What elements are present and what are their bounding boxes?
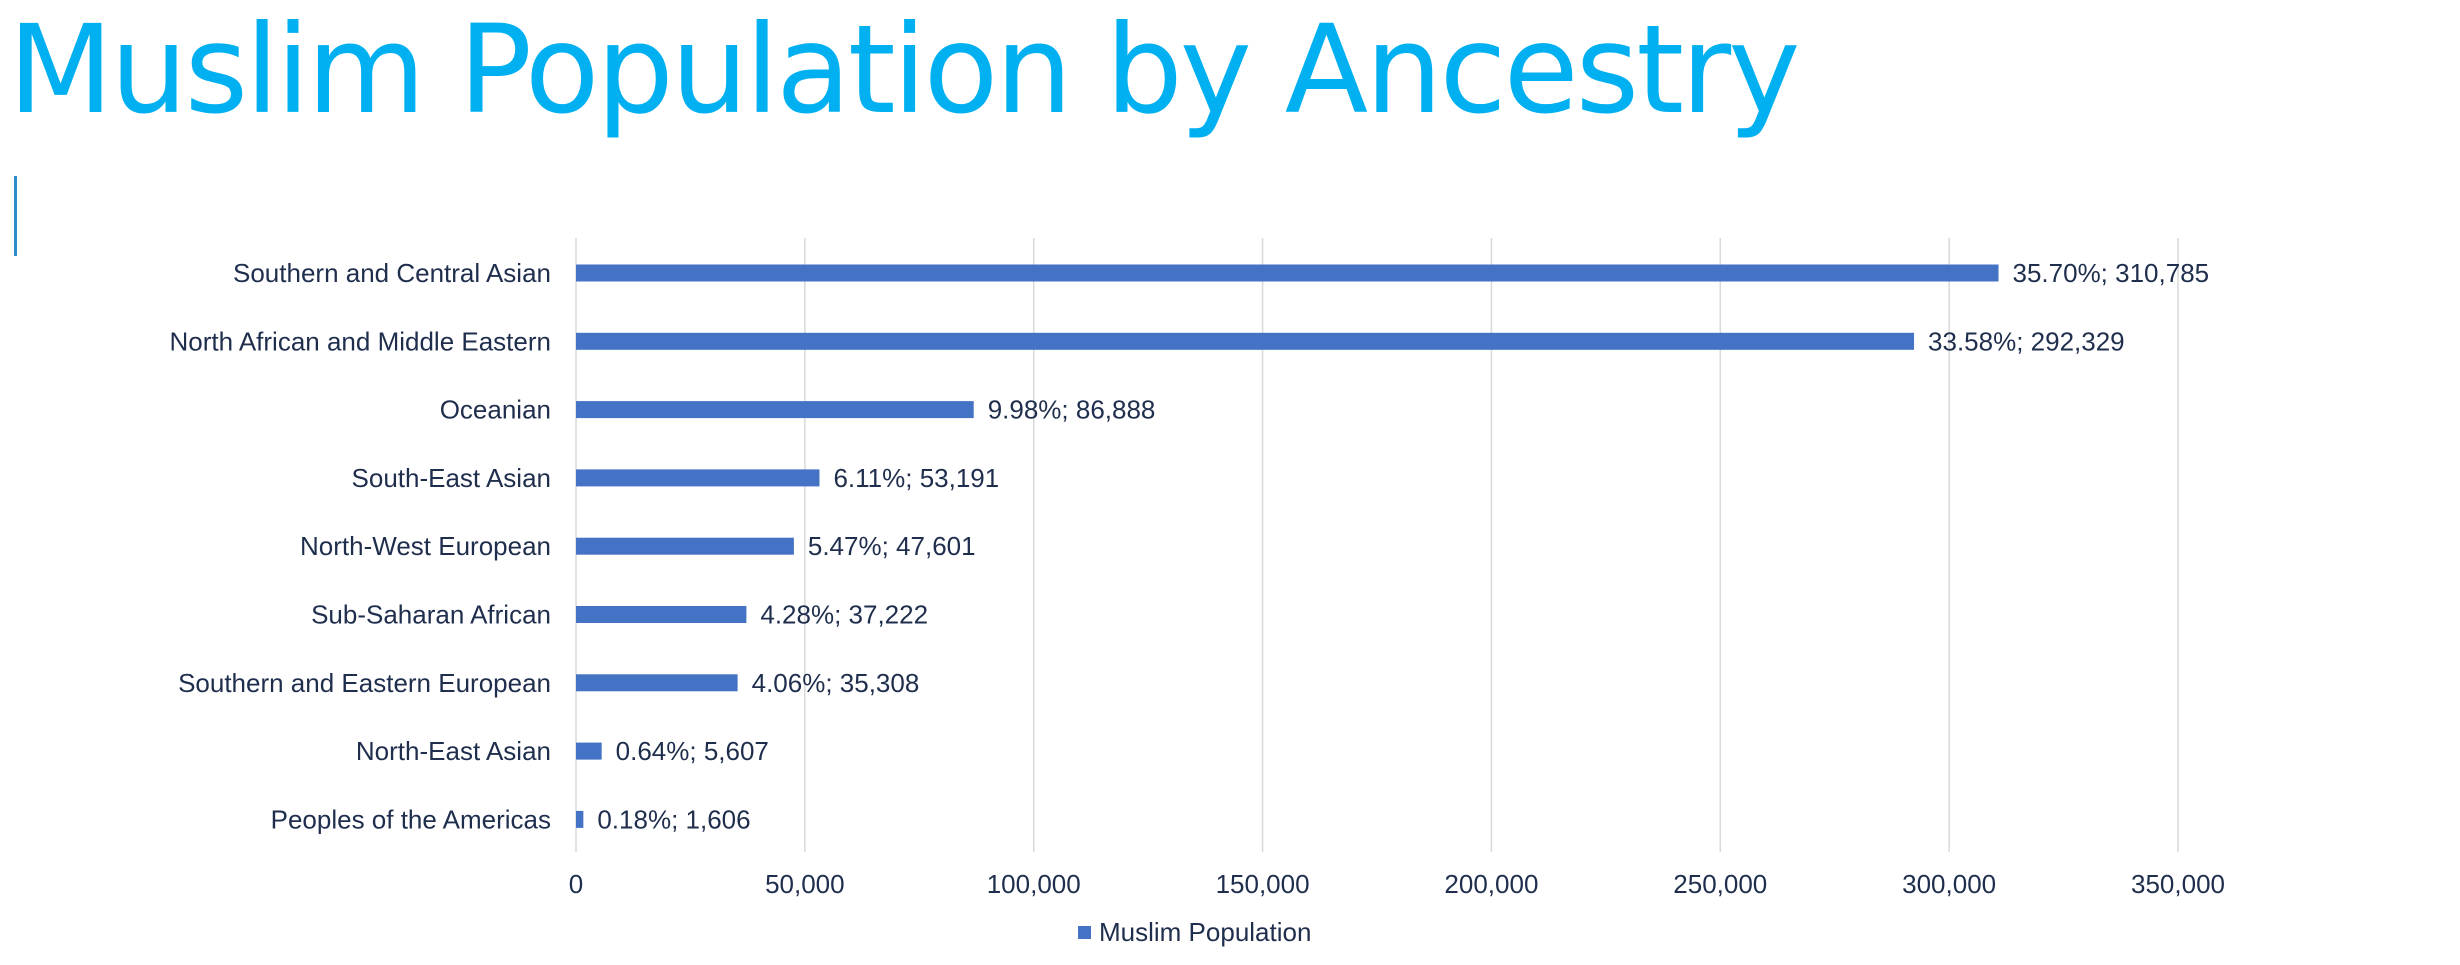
bar [576, 401, 974, 419]
bars [576, 264, 1999, 828]
data-labels: 35.70%; 310,785 33.58%; 292,329 9.98%; 86,… [597, 258, 2209, 834]
data-label: 4.06%; 35,308 [752, 668, 920, 698]
x-tick-label: 250,000 [1673, 869, 1767, 899]
data-label: 0.64%; 5,607 [616, 736, 769, 766]
bar [576, 264, 1999, 282]
bar [576, 810, 584, 828]
x-axis-tick-labels: 0 50,000 100,000 150,000 200,000 250,000 300,0… [569, 869, 2225, 899]
legend-label: Muslim Population [1099, 917, 1311, 947]
bar [576, 742, 602, 760]
category-labels: Southern and Central Asian North African … [169, 258, 551, 834]
bar [576, 332, 1915, 350]
category-label: North-West European [300, 531, 551, 561]
data-label: 4.28%; 37,222 [760, 600, 928, 630]
category-label: North-East Asian [356, 736, 551, 766]
x-tick-label: 150,000 [1216, 869, 1310, 899]
slide-title: Muslim Population by Ancestry [8, 0, 1800, 141]
category-label: Southern and Central Asian [233, 258, 551, 288]
category-label: North African and Middle Eastern [169, 326, 551, 356]
legend: Muslim Population [1078, 917, 1311, 947]
text-cursor [14, 176, 17, 256]
data-label: 0.18%; 1,606 [597, 804, 750, 834]
bar [576, 537, 794, 555]
bar [576, 674, 738, 692]
legend-swatch [1078, 926, 1091, 939]
data-label: 9.98%; 86,888 [988, 395, 1156, 425]
x-tick-label: 50,000 [765, 869, 845, 899]
x-tick-label: 200,000 [1444, 869, 1538, 899]
category-label: Sub-Saharan African [311, 600, 551, 630]
data-label: 33.58%; 292,329 [1928, 326, 2125, 356]
x-tick-label: 100,000 [987, 869, 1081, 899]
x-tick-label: 300,000 [1902, 869, 1996, 899]
data-label: 5.47%; 47,601 [808, 531, 976, 561]
category-label: South-East Asian [352, 463, 551, 493]
category-label: Peoples of the Americas [271, 804, 551, 834]
category-label: Oceanian [440, 395, 551, 425]
x-tick-label: 0 [569, 869, 583, 899]
bar [576, 606, 747, 623]
data-label: 6.11%; 53,191 [833, 463, 999, 493]
data-label: 35.70%; 310,785 [2013, 258, 2210, 288]
x-tick-label: 350,000 [2131, 869, 2225, 899]
bar [576, 469, 820, 487]
category-label: Southern and Eastern European [178, 668, 551, 698]
